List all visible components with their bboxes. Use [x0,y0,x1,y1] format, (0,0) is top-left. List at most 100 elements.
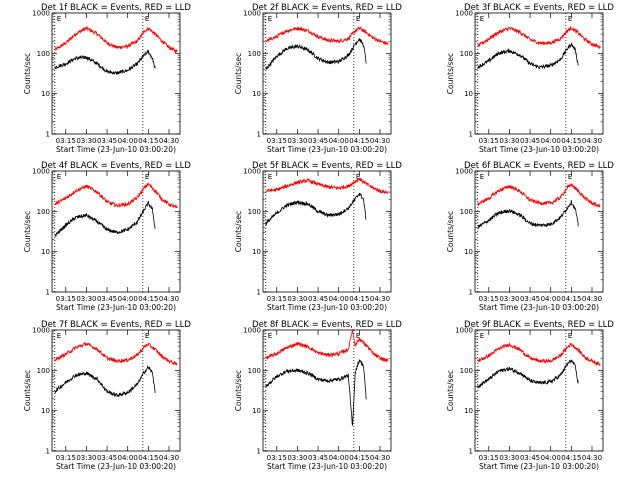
y-tick-label: 1 [257,448,261,456]
x-tick-label: 03:15 [267,295,287,303]
lld-rate-line [265,26,389,46]
y-tick-label: 1 [469,131,473,139]
y-tick-label: 1000 [455,327,473,335]
x-axis-label: Start Time (23-Jun-10 03:00:20) [479,303,599,312]
x-tick-label: 04:30 [370,454,390,462]
y-tick-label: 1000 [32,10,50,18]
x-tick-label: 04:30 [159,454,179,462]
y-axis-label: Counts/sec [446,53,455,94]
y-tick-label: 1 [469,448,473,456]
y-tick-label: 10 [252,407,261,415]
y-tick-label: 10 [41,90,50,98]
x-tick-label: 03:30 [499,454,519,462]
x-tick-label: 04:15 [138,295,158,303]
y-axis-label: Counts/sec [234,370,243,411]
y-axis-label: Counts/sec [446,370,455,411]
x-tick-label: 03:15 [267,454,287,462]
event-rate-line [265,359,367,426]
x-axis-label: Start Time (23-Jun-10 03:00:20) [56,303,176,312]
event-marker-label: E [480,332,484,340]
event-rate-line [477,200,579,230]
x-tick-label: 04:00 [329,295,349,303]
x-tick-label: 04:15 [561,137,581,145]
plot-frame [51,329,181,452]
x-tick-label: 03:30 [76,137,96,145]
y-tick-label: 1000 [243,10,261,18]
y-tick-label: 1 [46,448,50,456]
event-rate-line [477,359,579,389]
y-tick-label: 10 [41,248,50,256]
y-tick-label: 10 [464,407,473,415]
x-tick-label: 03:45 [97,454,117,462]
x-tick-label: 03:15 [479,295,499,303]
event-marker-label: E [268,173,272,181]
event-marker-label: E [356,173,360,181]
panel-1: Det 1f BLACK = Events, RED = LLD 1 10 100 10… [23,3,191,154]
y-tick-label: 1000 [455,168,473,176]
lld-rate-line [477,342,601,367]
plot-frame [474,170,604,293]
x-tick-label: 04:30 [370,137,390,145]
x-tick-label: 03:30 [499,295,519,303]
x-tick-label: 03:45 [520,454,540,462]
y-tick-label: 100 [460,208,473,216]
event-marker-label: E [356,332,360,340]
x-tick-label: 04:30 [582,137,602,145]
x-tick-label: 03:45 [308,137,328,145]
y-tick-label: 1000 [32,168,50,176]
plot-frame [51,12,181,135]
y-tick-label: 1 [257,289,261,297]
lld-rate-line [54,182,178,209]
event-rate-line [265,192,367,226]
x-tick-label: 04:30 [159,137,179,145]
x-tick-label: 03:45 [308,454,328,462]
y-tick-label: 100 [37,50,50,58]
event-marker-label: E [568,332,572,340]
event-rate-line [54,49,156,75]
lld-rate-line [54,341,178,366]
plot-frame [51,170,181,293]
panel-title: Det 2f BLACK = Events, RED = LLD [252,3,402,13]
x-axis-label: Start Time (23-Jun-10 03:00:20) [56,462,176,471]
plot-frame [474,329,604,452]
lld-rate-line [265,329,389,363]
y-tick-label: 10 [41,407,50,415]
x-tick-label: 04:00 [541,295,561,303]
panel-9: Det 9f BLACK = Events, RED = LLD 1 10 100 10… [446,320,614,471]
y-axis-label: Counts/sec [234,211,243,252]
panel-title: Det 8f BLACK = Events, RED = LLD [252,320,402,330]
plot-frame [262,12,392,135]
x-tick-label: 04:15 [349,295,369,303]
panel-title: Det 4f BLACK = Events, RED = LLD [41,161,191,171]
event-marker-label: E [268,15,272,23]
y-tick-label: 1 [257,131,261,139]
y-tick-label: 1 [46,289,50,297]
x-tick-label: 03:15 [479,454,499,462]
x-tick-label: 03:30 [499,137,519,145]
x-tick-label: 04:00 [118,454,138,462]
x-tick-label: 03:15 [267,137,287,145]
event-marker-label: E [356,15,360,23]
y-tick-label: 10 [252,90,261,98]
x-tick-label: 03:30 [287,295,307,303]
event-marker-label: E [57,173,61,181]
y-tick-label: 100 [460,367,473,375]
y-tick-label: 100 [37,367,50,375]
event-marker-label: E [145,173,149,181]
event-marker-label: E [145,15,149,23]
y-tick-label: 1 [469,289,473,297]
panel-title: Det 9f BLACK = Events, RED = LLD [464,320,614,330]
x-tick-label: 03:15 [56,454,76,462]
y-tick-label: 10 [464,90,473,98]
y-tick-label: 1000 [243,168,261,176]
event-marker-label: E [480,15,484,23]
event-rate-line [54,200,156,238]
x-tick-label: 04:15 [561,295,581,303]
lld-rate-line [54,25,178,54]
x-tick-label: 03:30 [76,454,96,462]
lld-rate-line [265,177,389,195]
y-axis-label: Counts/sec [446,211,455,252]
x-tick-label: 04:15 [349,454,369,462]
panel-title: Det 7f BLACK = Events, RED = LLD [41,320,191,330]
event-marker-label: E [145,332,149,340]
